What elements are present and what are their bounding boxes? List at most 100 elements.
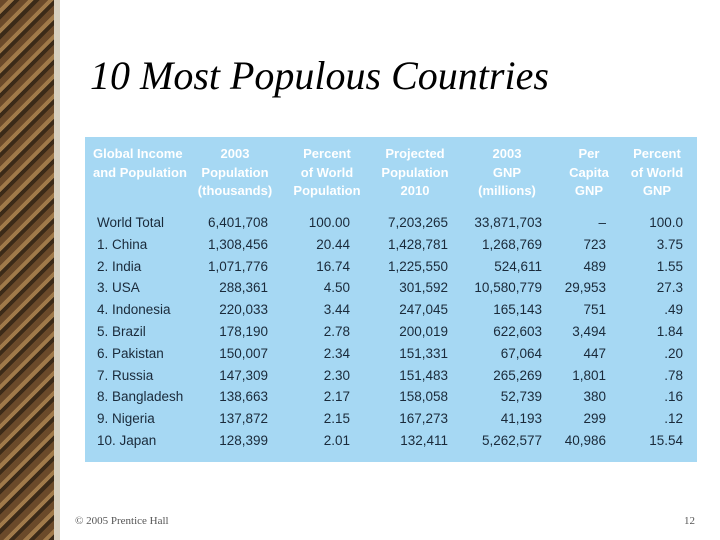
row-label: 8. Bangladesh bbox=[97, 389, 184, 405]
table-cell: 2.30 bbox=[323, 367, 350, 383]
table-cell: – bbox=[598, 215, 606, 230]
table-cell: 7,203,265 bbox=[387, 215, 448, 230]
row-label: 2. India bbox=[97, 258, 142, 274]
table-cell: 200,019 bbox=[399, 324, 448, 339]
column-header: Percent bbox=[303, 146, 351, 161]
table-cell: 299 bbox=[583, 411, 606, 427]
table-cell: 2.15 bbox=[323, 411, 350, 427]
table-cell: 6,401,708 bbox=[207, 215, 268, 230]
table-cell: 3.75 bbox=[656, 236, 683, 252]
row-label: 10. Japan bbox=[97, 433, 157, 448]
table-cell: 150,007 bbox=[219, 345, 268, 361]
table-cell: 52,739 bbox=[500, 389, 542, 405]
table-cell: 5,262,577 bbox=[481, 433, 542, 448]
table-cell: 67,064 bbox=[500, 345, 542, 361]
column-header: Global Income bbox=[93, 146, 183, 161]
column-header: Per bbox=[578, 146, 600, 161]
column-header: Capita bbox=[569, 164, 609, 180]
row-label: 7. Russia bbox=[97, 367, 154, 383]
column-header: and Population bbox=[93, 164, 187, 180]
table-cell: 16.74 bbox=[316, 258, 350, 274]
table-cell: 158,058 bbox=[399, 389, 448, 405]
table-cell: 288,361 bbox=[219, 280, 268, 296]
column-header: (millions) bbox=[478, 183, 536, 198]
column-header: 2003 bbox=[220, 146, 250, 161]
column-header: 2010 bbox=[400, 183, 430, 198]
decor-strip bbox=[0, 0, 54, 540]
table-cell: 100.0 bbox=[649, 215, 683, 230]
row-label: 4. Indonesia bbox=[97, 302, 171, 318]
column-header: Population bbox=[293, 183, 361, 198]
column-header: GNP bbox=[492, 164, 522, 180]
table-cell: 489 bbox=[583, 258, 606, 274]
column-header: of World bbox=[300, 164, 354, 180]
row-label: 9. Nigeria bbox=[97, 411, 155, 427]
table-cell: 220,033 bbox=[219, 302, 268, 318]
table-cell: 10,580,779 bbox=[474, 280, 542, 296]
table-cell: 33,871,703 bbox=[474, 215, 542, 230]
column-header: Percent bbox=[633, 146, 681, 161]
table-cell: 723 bbox=[583, 236, 606, 252]
table-cell: 41,193 bbox=[500, 411, 542, 427]
table-cell: 1,308,456 bbox=[207, 236, 268, 252]
column-header: Population bbox=[201, 164, 269, 180]
table-cell: 4.50 bbox=[323, 280, 350, 296]
table-cell: 1,225,550 bbox=[387, 258, 448, 274]
table-cell: 137,872 bbox=[219, 411, 268, 427]
table-cell: .20 bbox=[664, 345, 683, 361]
decor-border bbox=[54, 0, 60, 540]
table-cell: 447 bbox=[583, 345, 606, 361]
table-cell: .12 bbox=[664, 411, 683, 427]
row-label: World Total bbox=[97, 215, 165, 230]
row-label: 3. USA bbox=[97, 280, 140, 296]
table-cell: 29,953 bbox=[564, 280, 606, 296]
table-cell: .78 bbox=[664, 367, 683, 383]
table-cell: 138,663 bbox=[219, 389, 268, 405]
row-label: 6. Pakistan bbox=[97, 345, 164, 361]
table-cell: 2.78 bbox=[323, 324, 350, 339]
table-cell: 247,045 bbox=[399, 302, 448, 318]
table-cell: 380 bbox=[583, 389, 606, 405]
table-cell: 1,268,769 bbox=[481, 236, 542, 252]
table-cell: 265,269 bbox=[493, 367, 542, 383]
table-cell: 20.44 bbox=[316, 236, 350, 252]
table-cell: 40,986 bbox=[564, 433, 606, 448]
table-cell: 27.3 bbox=[656, 280, 683, 296]
column-header: GNP bbox=[574, 183, 604, 198]
table-cell: 151,483 bbox=[399, 367, 448, 383]
table-cell: 132,411 bbox=[400, 433, 448, 448]
table-cell: 1,071,776 bbox=[207, 258, 268, 274]
table-cell: 622,603 bbox=[493, 324, 542, 339]
column-header: Population bbox=[381, 164, 449, 180]
table-cell: 3.44 bbox=[323, 302, 350, 318]
table-cell: 301,592 bbox=[399, 280, 448, 296]
page-number: 12 bbox=[684, 515, 695, 527]
table-cell: 1.55 bbox=[656, 258, 683, 274]
table-cell: 1.84 bbox=[656, 324, 683, 339]
footer-left: © 2005 Prentice Hall bbox=[75, 515, 169, 527]
column-header: GNP bbox=[642, 183, 672, 198]
table-cell: 524,611 bbox=[494, 258, 542, 274]
table-cell: 178,190 bbox=[219, 324, 268, 339]
table-cell: 2.01 bbox=[323, 433, 350, 448]
table-cell: 15.54 bbox=[649, 433, 683, 448]
row-label: 5. Brazil bbox=[97, 324, 146, 339]
table-cell: 2.17 bbox=[323, 389, 350, 405]
column-header: Projected bbox=[385, 146, 445, 161]
table-cell: 100.00 bbox=[308, 215, 350, 230]
table-cell: 167,273 bbox=[399, 411, 448, 427]
table-cell: 128,399 bbox=[219, 433, 268, 448]
column-header: of World bbox=[630, 164, 684, 180]
table-cell: 165,143 bbox=[493, 302, 542, 318]
column-header: (thousands) bbox=[197, 183, 273, 198]
table-cell: 151,331 bbox=[399, 345, 448, 361]
table-cell: 3,494 bbox=[572, 324, 606, 339]
table-cell: .16 bbox=[664, 389, 683, 405]
row-label: 1. China bbox=[97, 236, 148, 252]
table-cell: 751 bbox=[583, 302, 606, 318]
data-table: Global Income and Population 2003 Populatio… bbox=[85, 137, 697, 462]
table-cell: 147,309 bbox=[219, 367, 268, 383]
column-header: 2003 bbox=[492, 146, 522, 161]
table-cell: 2.34 bbox=[323, 345, 350, 361]
